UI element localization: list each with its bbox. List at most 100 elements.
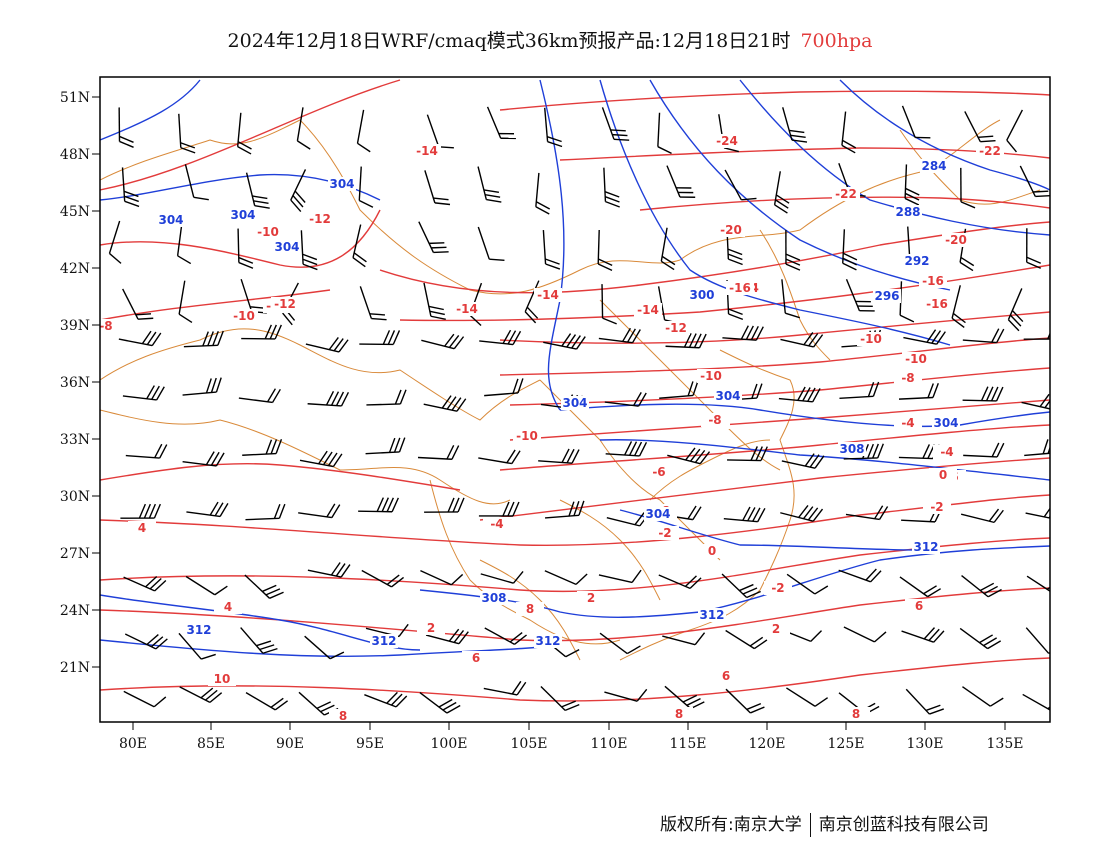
wind-barb <box>124 633 168 650</box>
wind-barb <box>727 446 768 462</box>
wind-barb <box>359 286 387 321</box>
svg-text:-2: -2 <box>930 500 943 514</box>
height-label: 304 <box>644 507 672 521</box>
height-label: 304 <box>561 396 589 410</box>
border-line <box>759 229 831 361</box>
wind-barb <box>598 569 642 584</box>
svg-text:312: 312 <box>535 634 560 648</box>
temperature-label: 6 <box>905 599 933 613</box>
wind-barb <box>118 107 134 148</box>
wind-barb <box>185 575 228 596</box>
height-isoline <box>599 439 1050 481</box>
wind-barb <box>664 685 705 710</box>
wind-barb <box>477 226 505 262</box>
wind-barb <box>480 570 524 584</box>
plot-frame <box>99 76 1051 723</box>
wind-barb <box>524 280 540 324</box>
wind-barb <box>544 570 588 586</box>
svg-text:-10: -10 <box>233 309 255 323</box>
wind-barb <box>905 688 944 715</box>
temperature-label: -10 <box>513 429 541 443</box>
temperature-label: 8 <box>516 602 544 616</box>
wind-barb <box>182 377 222 396</box>
temperature-isoline <box>100 587 1050 642</box>
height-label: 308 <box>480 591 508 605</box>
wind-barb <box>725 629 768 650</box>
wind-barb <box>236 112 252 155</box>
svg-text:-8: -8 <box>901 371 914 385</box>
temperature-isoline <box>509 399 1050 441</box>
wind-barb <box>365 437 406 455</box>
wind-barb <box>722 325 764 341</box>
wind-barb <box>597 229 613 272</box>
x-tick-label: 105E <box>511 736 548 752</box>
temperature-label: -16 <box>923 297 951 311</box>
x-tick-label: 90E <box>276 736 304 752</box>
svg-text:0: 0 <box>708 544 716 558</box>
wind-barb <box>108 220 122 264</box>
wind-barb <box>724 169 757 201</box>
temperature-label: -12 <box>271 297 299 311</box>
wind-barb <box>186 501 229 518</box>
wind-barb <box>951 285 966 329</box>
wind-barb <box>358 166 374 208</box>
height-label: 312 <box>912 540 940 554</box>
wind-barb <box>773 171 790 214</box>
wind-barb <box>1026 228 1042 269</box>
border-line <box>899 129 1041 205</box>
footer-divider <box>809 813 811 837</box>
wind-barb <box>901 105 931 139</box>
svg-text:-14: -14 <box>416 144 438 158</box>
wind-barb <box>904 164 920 206</box>
wind-barb <box>359 330 401 346</box>
wind-barb <box>659 380 699 399</box>
footer-right: 南京创蓝科技有限公司 <box>818 815 989 835</box>
svg-text:6: 6 <box>915 599 923 613</box>
y-tick-label: 30N <box>60 489 90 505</box>
wind-barb <box>420 570 464 586</box>
svg-text:-16: -16 <box>729 281 751 295</box>
wind-barb <box>179 686 223 704</box>
svg-text:-10: -10 <box>905 352 927 366</box>
x-tick-label: 125E <box>828 736 865 752</box>
wind-barb <box>1019 165 1050 198</box>
y-tick-label: 48N <box>60 147 90 163</box>
temperature-label: 10 <box>208 672 236 686</box>
x-tick-label: 135E <box>987 736 1024 752</box>
svg-text:304: 304 <box>933 416 958 430</box>
chart-title: 2024年12月18日WRF/cmaq模式36km预报产品:12月18日21时 7… <box>0 26 1100 53</box>
wind-barb <box>781 279 801 319</box>
svg-text:8: 8 <box>526 602 534 616</box>
temperature-label: -10 <box>230 309 258 323</box>
border-line <box>100 328 541 421</box>
wind-barb <box>478 501 520 517</box>
wind-barb <box>300 230 318 271</box>
svg-text:312: 312 <box>699 608 724 622</box>
wind-barb <box>486 106 516 140</box>
temperature-isoline <box>100 289 331 321</box>
temperature-label: -24 <box>713 134 741 148</box>
wind-barb <box>245 172 270 209</box>
svg-text:-12: -12 <box>309 212 331 226</box>
temperature-label: 0 <box>929 468 957 482</box>
wind-barb <box>237 228 254 269</box>
wind-barb <box>781 453 825 469</box>
height-label: 312 <box>534 634 562 648</box>
height-label: 288 <box>894 205 922 219</box>
wind-barb <box>423 282 446 320</box>
wind-barb <box>540 686 580 712</box>
temperature-label: -14 <box>634 303 662 317</box>
temperature-label: -8 <box>100 319 120 333</box>
temperature-label: -10 <box>902 352 930 366</box>
wind-barb <box>307 562 351 578</box>
wind-barb <box>964 111 996 143</box>
wind-barb <box>424 497 465 513</box>
wind-barb <box>544 107 563 148</box>
svg-text:-20: -20 <box>945 233 967 247</box>
height-label: 304 <box>328 177 356 191</box>
height-label: 296 <box>873 289 901 303</box>
wind-barb <box>662 632 706 646</box>
wind-barb <box>901 627 945 643</box>
wind-barb <box>843 626 887 643</box>
wind-barb <box>245 692 289 711</box>
